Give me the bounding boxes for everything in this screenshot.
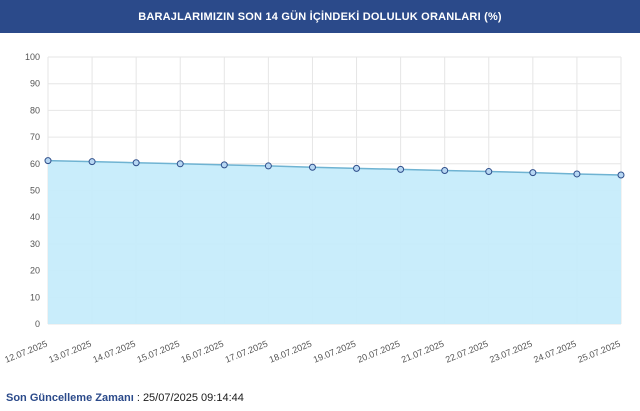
- data-point[interactable]: [132, 159, 140, 167]
- x-tick-label: 20.07.2025: [356, 339, 402, 365]
- data-point[interactable]: [308, 163, 316, 171]
- y-tick-label: 30: [30, 239, 40, 249]
- y-tick-label: 100: [25, 52, 40, 62]
- data-point[interactable]: [441, 166, 449, 174]
- x-tick-label: 13.07.2025: [47, 339, 93, 365]
- y-axis-ticks: 0 10 20 30 40 50 60 70 80 90 100: [25, 52, 40, 329]
- y-tick-label: 20: [30, 266, 40, 276]
- x-tick-label: 19.07.2025: [312, 339, 358, 365]
- y-tick-label: 50: [30, 186, 40, 196]
- data-point[interactable]: [397, 165, 405, 173]
- x-tick-label: 25.07.2025: [576, 339, 622, 365]
- x-tick-label: 17.07.2025: [224, 339, 270, 365]
- last-update-separator: :: [133, 392, 143, 404]
- data-point[interactable]: [485, 168, 493, 176]
- series-line: [47, 159, 622, 176]
- series-area-fill: [48, 160, 621, 324]
- data-markers: [44, 157, 625, 179]
- chart-title: BARAJLARIMIZIN SON 14 GÜN İÇİNDEKİ DOLUL…: [138, 10, 502, 23]
- x-tick-label: 15.07.2025: [135, 339, 181, 365]
- series-area: [47, 159, 622, 324]
- x-axis-ticks: 12.07.202513.07.202514.07.202515.07.2025…: [3, 339, 622, 365]
- last-update-label: Son Güncelleme Zamanı: [6, 392, 134, 404]
- dam-occupancy-chart: 0 10 20 30 40 50 60 70 80 90 100 12.07.202513.07.2…: [3, 52, 625, 365]
- x-tick-label: 12.07.2025: [3, 339, 49, 365]
- data-point[interactable]: [44, 157, 52, 165]
- last-update: Son Güncelleme Zamanı : 25/07/2025 09:14…: [6, 392, 244, 404]
- chart-header: BARAJLARIMIZIN SON 14 GÜN İÇİNDEKİ DOLUL…: [0, 0, 640, 33]
- x-tick-label: 14.07.2025: [91, 339, 137, 365]
- data-point[interactable]: [573, 170, 581, 178]
- y-tick-label: 40: [30, 212, 40, 222]
- data-point[interactable]: [176, 160, 184, 168]
- data-point[interactable]: [88, 158, 96, 166]
- x-tick-label: 23.07.2025: [488, 339, 534, 365]
- x-tick-label: 18.07.2025: [268, 339, 314, 365]
- x-tick-label: 21.07.2025: [400, 339, 446, 365]
- data-point[interactable]: [529, 169, 537, 177]
- data-point[interactable]: [353, 164, 361, 172]
- data-point[interactable]: [220, 161, 228, 169]
- x-tick-label: 24.07.2025: [532, 339, 578, 365]
- y-tick-label: 70: [30, 132, 40, 142]
- last-update-value: 25/07/2025 09:14:44: [142, 392, 244, 404]
- data-point[interactable]: [617, 171, 625, 179]
- x-tick-label: 16.07.2025: [180, 339, 226, 365]
- x-tick-label: 22.07.2025: [444, 339, 490, 365]
- data-point[interactable]: [264, 162, 272, 170]
- y-tick-label: 0: [35, 319, 40, 329]
- y-tick-label: 80: [30, 105, 40, 115]
- y-tick-label: 90: [30, 79, 40, 89]
- y-tick-label: 60: [30, 159, 40, 169]
- y-tick-label: 10: [30, 292, 40, 302]
